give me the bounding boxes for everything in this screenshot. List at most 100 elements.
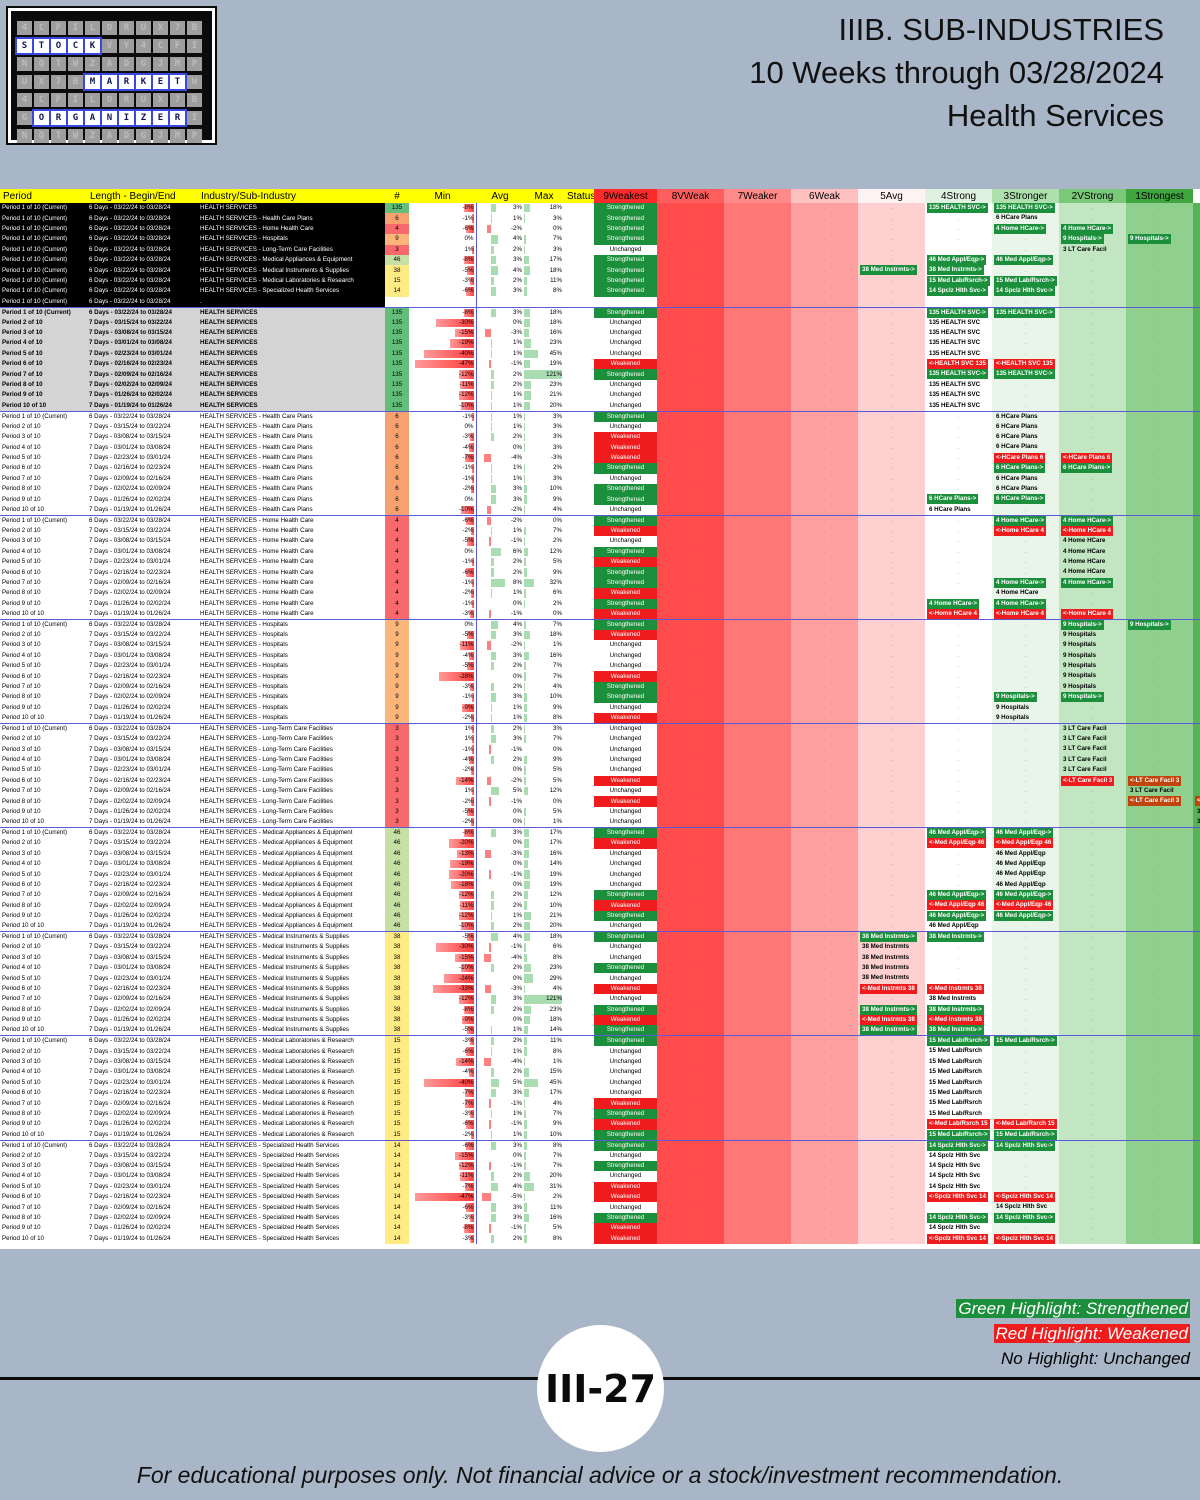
ranking-label: 135 HEALTH SVC-> bbox=[994, 369, 1055, 380]
score-cell: . bbox=[858, 473, 925, 484]
length-cell: 7 Days - 02/09/24 to 02/16/24 bbox=[89, 995, 171, 1003]
min-cell: -8% bbox=[409, 827, 477, 839]
score-cell: <-Spclz Hlth Svc 14 bbox=[925, 1192, 992, 1203]
score-cell: . bbox=[858, 1233, 925, 1245]
score-cell: . bbox=[657, 1150, 724, 1161]
table-row: Period 8 of 10 7 Days - 02/02/24 to 02/09… bbox=[0, 1004, 1200, 1015]
score-cell: 3 LT Care Facil bbox=[1059, 754, 1126, 766]
empty-marker: . bbox=[823, 1068, 826, 1076]
score-cell: 6 HCare Plans bbox=[992, 483, 1059, 495]
avg-bar bbox=[490, 995, 496, 1004]
score-cell: . bbox=[724, 754, 791, 766]
min-value: -18% bbox=[459, 880, 474, 888]
score-cell: . bbox=[1126, 640, 1193, 651]
count-cell: 3 bbox=[385, 744, 409, 755]
count-cell: 6 bbox=[385, 442, 409, 453]
ranking-label: 46 Med Appl/Eqp bbox=[996, 849, 1046, 857]
empty-marker: . bbox=[689, 318, 692, 326]
score-cell: . bbox=[1193, 952, 1200, 964]
max-value: -3% bbox=[550, 454, 562, 461]
min-cell: -11% bbox=[409, 379, 477, 391]
length-cell: 6 Days - 03/22/24 to 03/28/24 bbox=[87, 234, 198, 245]
min-bar bbox=[469, 609, 474, 618]
min-cell: -6% bbox=[409, 514, 477, 526]
avg-value: 2% bbox=[513, 245, 522, 253]
empty-marker: . bbox=[1091, 995, 1094, 1003]
score-cell: . bbox=[657, 254, 724, 266]
min-cell: -1% bbox=[409, 556, 477, 568]
max-bar bbox=[524, 547, 528, 556]
empty-marker: . bbox=[957, 558, 960, 566]
score-cell: . bbox=[724, 827, 791, 839]
empty-marker: . bbox=[957, 454, 960, 461]
avg-cell: 1% bbox=[476, 401, 524, 412]
empty-marker: . bbox=[823, 891, 826, 899]
min-bar bbox=[466, 1120, 474, 1129]
avg-cell: 4% bbox=[476, 931, 524, 943]
max-cell: 4% bbox=[524, 1098, 564, 1108]
period-cell: Period 1 of 10 (Current) bbox=[0, 275, 87, 287]
count-cell: 6 bbox=[385, 452, 409, 464]
avg-cell: 1% bbox=[476, 390, 524, 400]
max-bar bbox=[524, 1172, 531, 1181]
max-value: 0% bbox=[553, 516, 562, 524]
period-cell: Period 1 of 10 (Current) bbox=[0, 223, 87, 235]
empty-marker: . bbox=[823, 1005, 826, 1013]
avg-bar bbox=[490, 401, 493, 410]
max-bar bbox=[524, 662, 527, 671]
empty-marker: . bbox=[823, 714, 826, 722]
empty-marker: . bbox=[756, 985, 759, 993]
avg-value: 2% bbox=[513, 662, 522, 670]
score-cell: . bbox=[657, 223, 724, 235]
industry-cell: HEALTH SERVICES - Medical Laboratories &… bbox=[200, 1057, 354, 1065]
min-cell: -5% bbox=[409, 661, 477, 672]
empty-marker: . bbox=[689, 349, 692, 357]
count-cell: 6 bbox=[385, 213, 409, 224]
min-bar bbox=[458, 911, 474, 921]
max-value: 10% bbox=[549, 485, 562, 493]
status-badge: Unchanged bbox=[609, 943, 642, 951]
table-row: Period 10 of 10 7 Days - 01/19/24 to 01/2… bbox=[0, 713, 1200, 724]
spacer-cell bbox=[564, 265, 594, 275]
spacer-cell bbox=[564, 703, 594, 713]
score-cell: . bbox=[858, 1139, 925, 1151]
spacer-cell bbox=[564, 651, 594, 661]
min-cell: 0% bbox=[409, 494, 477, 505]
score-cell: 46 Med Appl/Eqp-> bbox=[992, 910, 1059, 922]
empty-marker: . bbox=[823, 1047, 826, 1055]
industry-cell: HEALTH SERVICES bbox=[198, 390, 385, 401]
min-value: -1% bbox=[462, 693, 474, 701]
score-cell: . bbox=[791, 671, 858, 682]
max-value: 23% bbox=[549, 381, 562, 389]
table-row: Period 8 of 10 7 Days - 02/02/24 to 02/09… bbox=[0, 483, 1200, 495]
score-cell: . bbox=[1193, 765, 1200, 776]
empty-marker: . bbox=[823, 1234, 826, 1242]
score-cell: . bbox=[925, 536, 992, 547]
score-cell: . bbox=[992, 400, 1059, 412]
score-cell: . bbox=[858, 1098, 925, 1109]
empty-marker: . bbox=[689, 401, 692, 409]
score-cell: 15 Med Lab/Rsrch bbox=[925, 1046, 992, 1057]
status-badge: Unchanged bbox=[609, 1172, 642, 1180]
score-cell: . bbox=[1193, 442, 1200, 453]
status-badge: Unchanged bbox=[609, 849, 642, 857]
avg-cell: 4% bbox=[476, 618, 524, 630]
avg-value: 0% bbox=[513, 974, 522, 982]
max-cell: 7% bbox=[524, 734, 564, 744]
empty-marker: . bbox=[756, 412, 759, 420]
empty-marker: . bbox=[823, 329, 826, 337]
empty-marker: . bbox=[823, 256, 826, 264]
empty-marker: . bbox=[890, 1234, 893, 1242]
empty-marker: . bbox=[689, 1005, 692, 1013]
score-cell: . bbox=[657, 296, 724, 308]
empty-marker: . bbox=[689, 860, 692, 868]
table-row: Period 1 of 10 (Current) 6 Days - 03/22/2… bbox=[0, 1139, 1200, 1151]
logo-filler-tile: D bbox=[119, 129, 134, 143]
score-cell: . bbox=[1126, 765, 1193, 776]
max-value: 17% bbox=[549, 839, 562, 847]
length-cell: 7 Days - 02/09/24 to 02/16/24 bbox=[87, 369, 198, 380]
empty-marker: . bbox=[689, 474, 692, 482]
score-cell: 38 Med Instrmts-> bbox=[858, 1004, 925, 1015]
score-cell: . bbox=[1193, 359, 1200, 370]
max-bar bbox=[524, 703, 527, 713]
